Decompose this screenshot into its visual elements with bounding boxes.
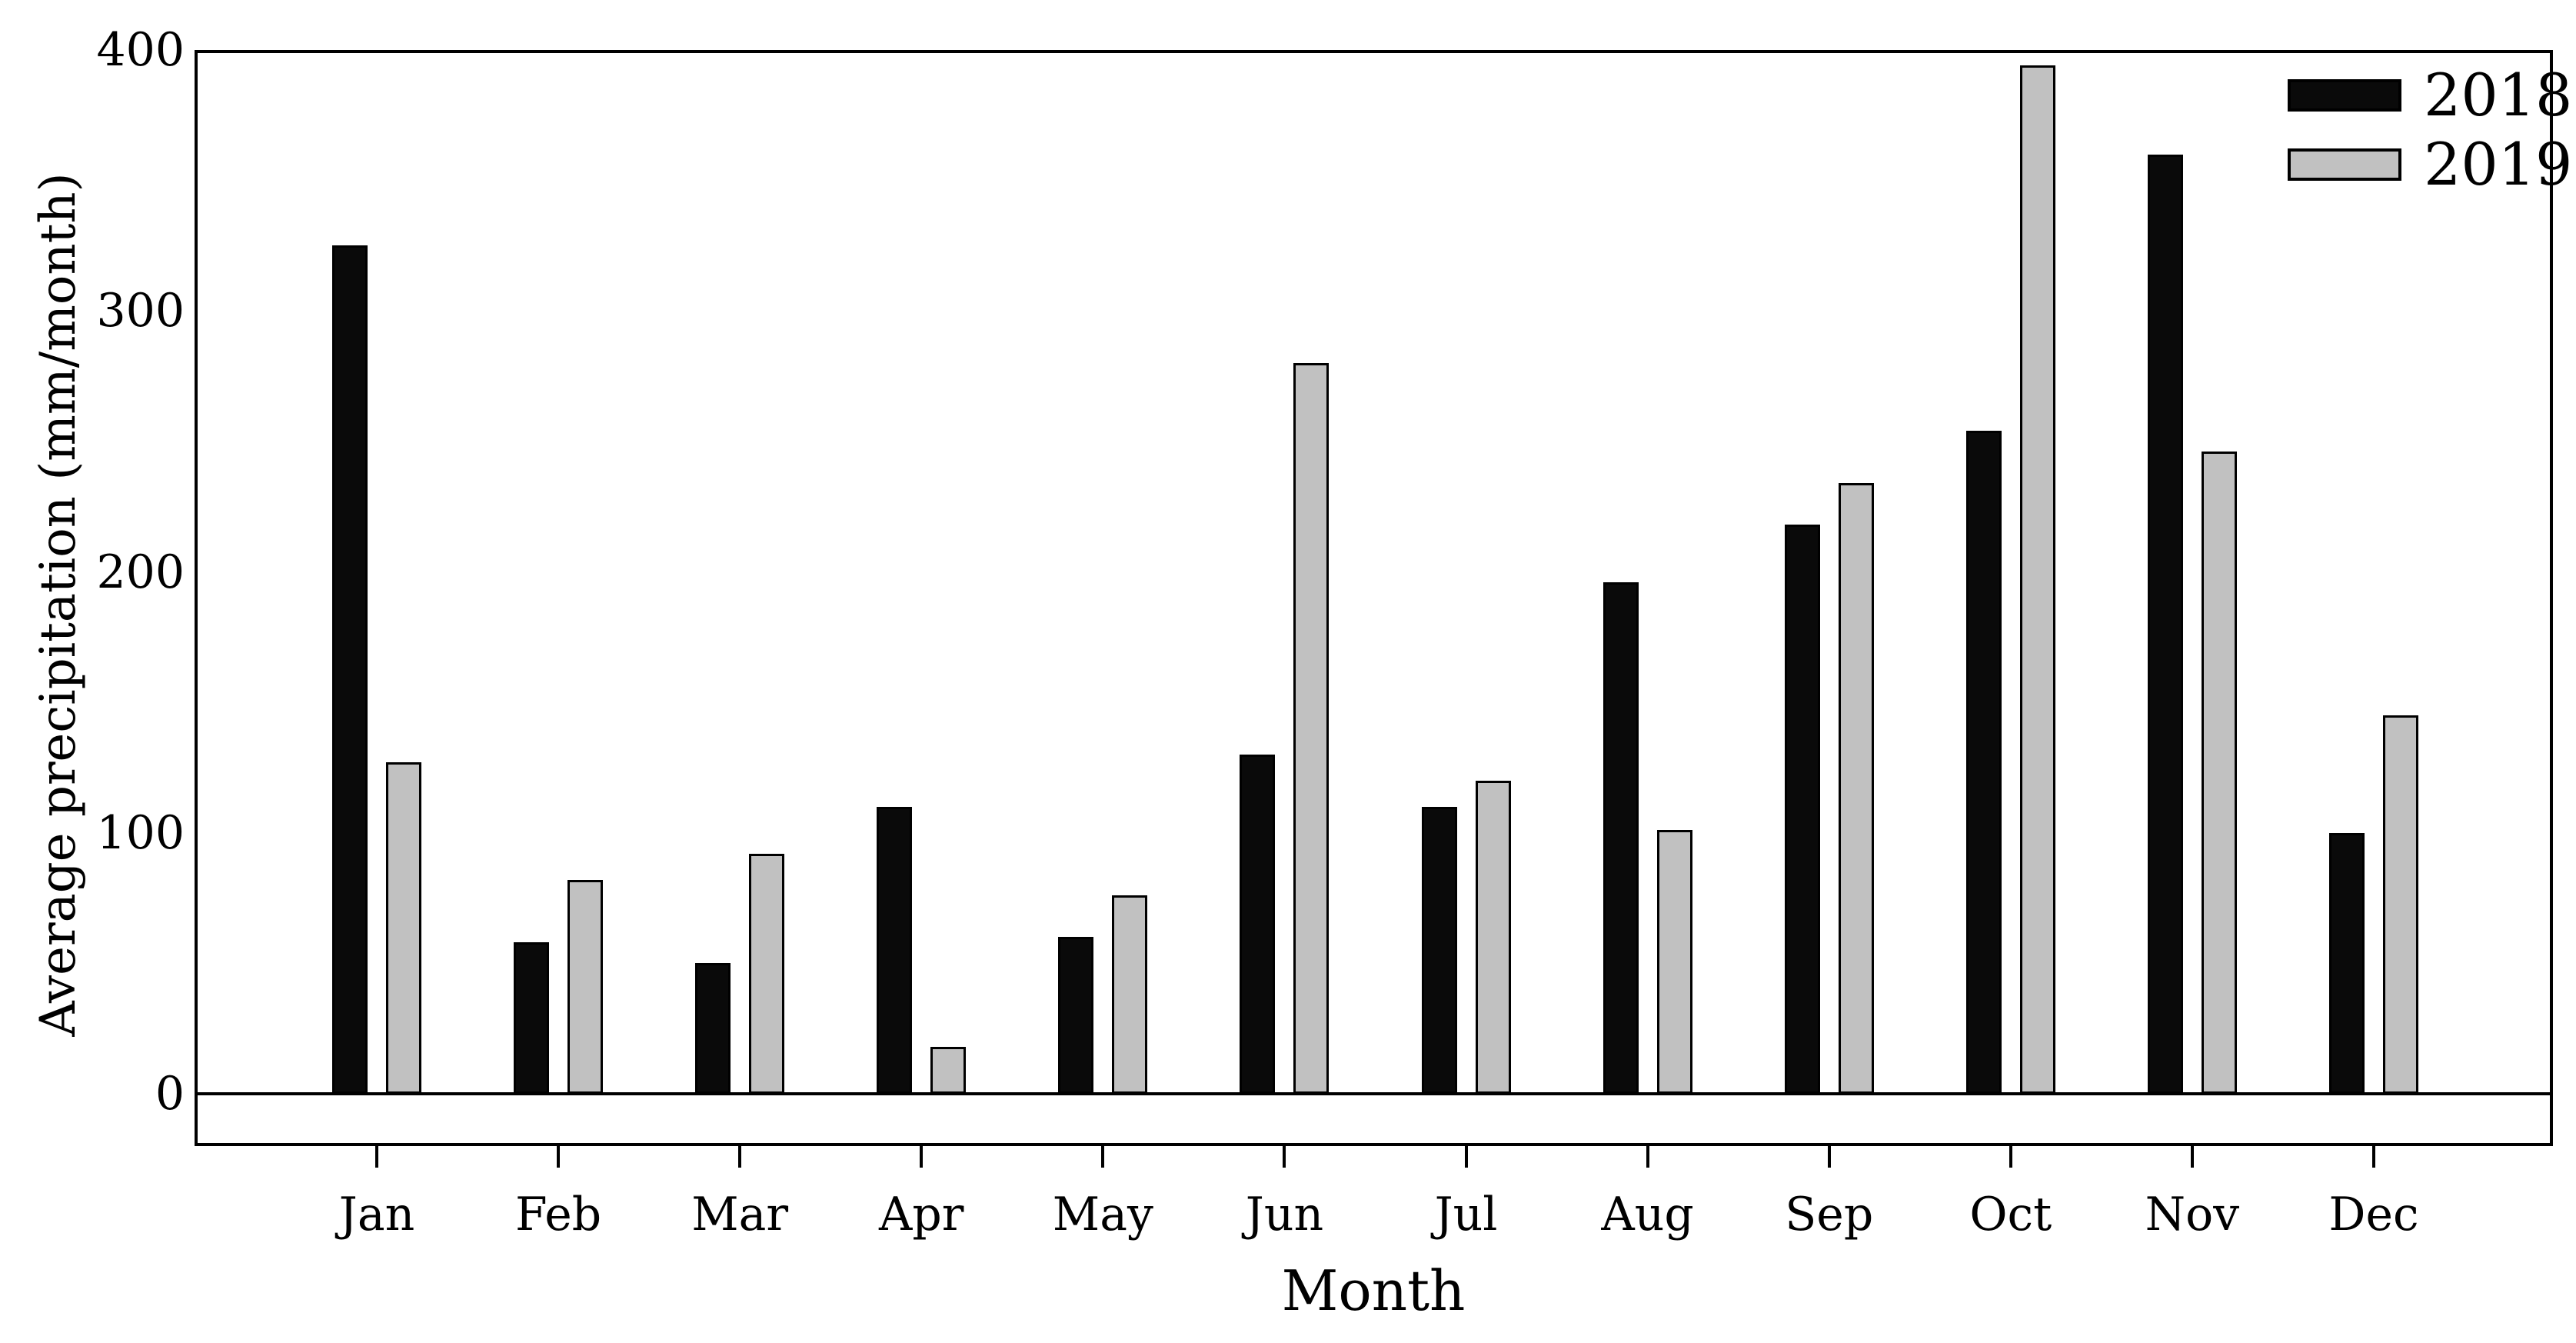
x-tick-label: Oct (1969, 1188, 2052, 1241)
x-tick-label: Jun (1245, 1188, 1324, 1241)
x-tick-mark (1283, 1146, 1286, 1168)
y-tick-label: 100 (96, 805, 185, 860)
bar-2019-apr (930, 1047, 967, 1094)
bar-2019-jul (1475, 781, 1511, 1094)
x-tick-mark (2009, 1146, 2012, 1168)
legend-swatch-2019 (2288, 148, 2401, 181)
bar-2019-jan (386, 762, 421, 1094)
x-tick-mark (738, 1146, 742, 1168)
bar-2018-aug (1603, 582, 1639, 1094)
bar-2018-feb (514, 942, 550, 1094)
x-tick-label: Jul (1434, 1188, 1498, 1241)
zero-baseline (195, 1092, 2553, 1095)
x-tick-label: Nov (2145, 1188, 2240, 1241)
y-axis-title: Average precipitation (mm/month) (30, 172, 87, 1037)
x-tick-mark (1464, 1146, 1468, 1168)
bar-2018-sep (1784, 525, 1820, 1094)
bar-2019-oct (2019, 65, 2055, 1094)
x-tick-label: Feb (514, 1188, 602, 1241)
x-tick-label: Jan (338, 1188, 415, 1241)
legend-label-2018: 2018 (2424, 61, 2573, 129)
x-tick-mark (2190, 1146, 2194, 1168)
x-tick-label: Mar (691, 1188, 789, 1241)
bar-2018-apr (877, 807, 913, 1094)
x-tick-label: Apr (879, 1188, 964, 1241)
x-tick-mark (920, 1146, 924, 1168)
y-tick-label: 200 (96, 545, 185, 599)
bar-2018-jul (1421, 807, 1457, 1094)
x-tick-label: Sep (1785, 1188, 1874, 1241)
x-tick-mark (557, 1146, 561, 1168)
bar-2018-jan (332, 245, 368, 1094)
legend-label-2019: 2019 (2424, 130, 2573, 198)
y-tick-label: 400 (96, 23, 185, 77)
x-tick-label: Dec (2328, 1188, 2419, 1241)
x-tick-mark (2371, 1146, 2375, 1168)
bar-2018-may (1058, 937, 1094, 1094)
x-tick-label: Aug (1601, 1188, 1694, 1241)
bar-2019-nov (2201, 452, 2237, 1094)
bar-2019-jun (1293, 363, 1330, 1094)
bar-2018-jun (1240, 755, 1276, 1094)
y-tick-label: 300 (96, 284, 185, 338)
x-tick-mark (1827, 1146, 1831, 1168)
x-tick-mark (1646, 1146, 1649, 1168)
bar-2019-mar (749, 854, 785, 1094)
x-axis-title: Month (1281, 1258, 1466, 1323)
bar-2018-oct (1965, 431, 2002, 1094)
bar-2018-nov (2147, 155, 2183, 1094)
bar-2019-sep (1838, 483, 1874, 1094)
y-tick-label: 0 (155, 1067, 185, 1121)
x-tick-mark (1101, 1146, 1105, 1168)
bar-2018-mar (695, 963, 731, 1094)
legend-swatch-2018 (2288, 79, 2401, 112)
bar-2019-may (1112, 895, 1148, 1094)
bar-2019-aug (1656, 830, 1692, 1094)
bar-2019-feb (567, 880, 604, 1094)
bar-2019-dec (2382, 715, 2418, 1094)
bar-2018-dec (2328, 833, 2365, 1094)
x-tick-mark (375, 1146, 378, 1168)
x-tick-label: May (1052, 1188, 1153, 1241)
